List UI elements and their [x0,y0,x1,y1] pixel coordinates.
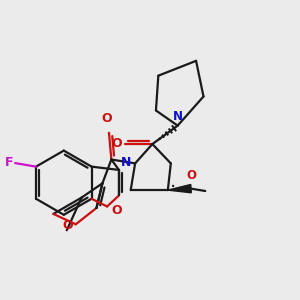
Polygon shape [168,184,191,193]
Text: ·: · [170,178,176,197]
Text: O: O [62,219,73,232]
Text: N: N [121,156,132,169]
Text: O: O [111,137,122,150]
Text: O: O [101,112,112,125]
Text: O: O [187,169,196,182]
Text: O: O [111,203,122,217]
Text: F: F [4,156,13,169]
Text: N: N [172,110,183,123]
